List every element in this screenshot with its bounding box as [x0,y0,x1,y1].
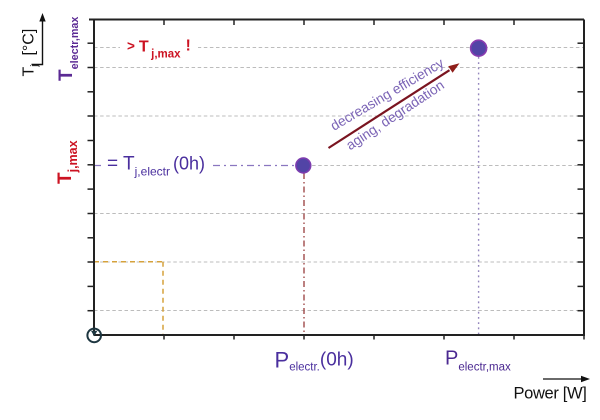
svg-text:Power [W]: Power [W] [514,385,587,403]
svg-text:= Tj,electr(0h): = Tj,electr (0h) [107,154,205,179]
